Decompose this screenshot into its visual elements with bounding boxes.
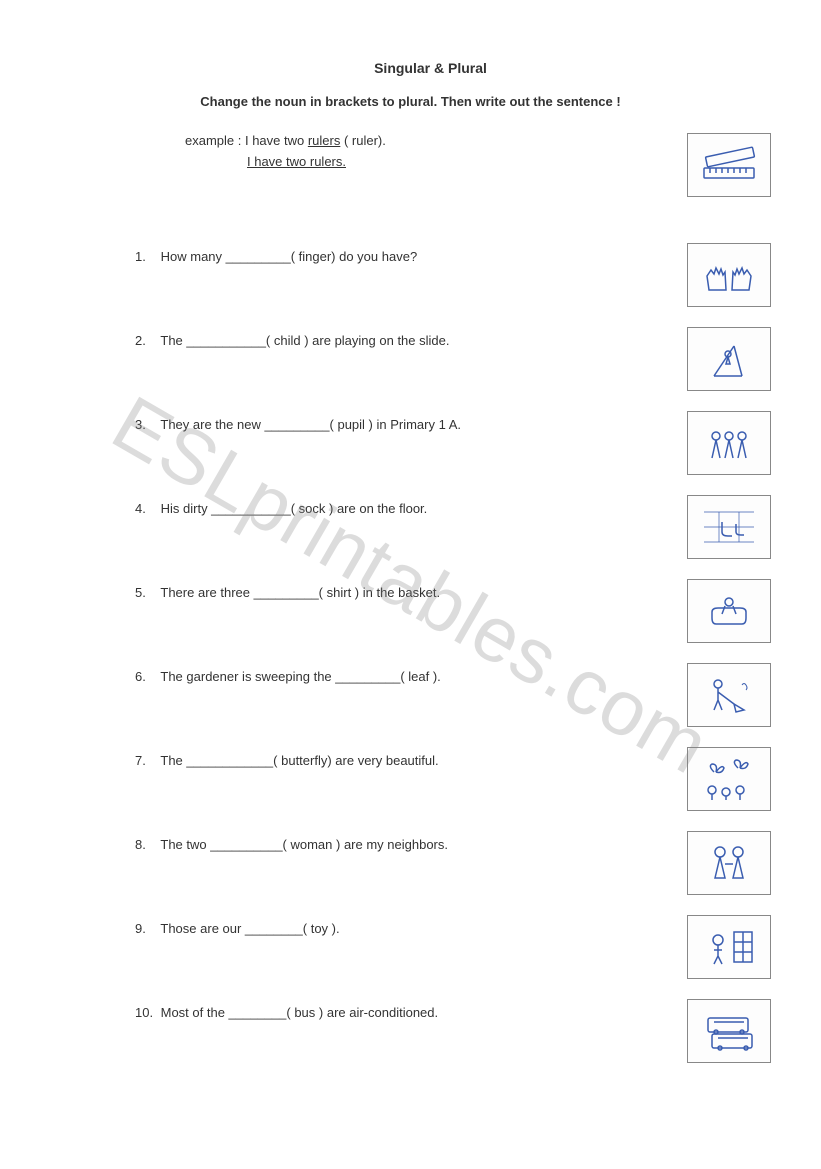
question-text: 7. The ____________( butterfly) are very… bbox=[135, 753, 439, 768]
question-text: 9. Those are our ________( toy ). bbox=[135, 921, 340, 936]
page-title: Singular & Plural bbox=[90, 60, 771, 76]
question-body: There are three _________( shirt ) in th… bbox=[160, 585, 440, 600]
question-row: 4. His dirty ___________( sock ) are on … bbox=[50, 495, 771, 579]
question-number: 9. bbox=[135, 921, 157, 936]
question-body: They are the new _________( pupil ) in P… bbox=[160, 417, 461, 432]
question-row: 9. Those are our ________( toy ). bbox=[50, 915, 771, 999]
question-row: 3. They are the new _________( pupil ) i… bbox=[50, 411, 771, 495]
question-text: 10. Most of the ________( bus ) are air-… bbox=[135, 1005, 438, 1020]
butterflies-icon bbox=[687, 747, 771, 811]
question-text: 2. The ___________( child ) are playing … bbox=[135, 333, 449, 348]
question-row: 7. The ____________( butterfly) are very… bbox=[50, 747, 771, 831]
women-icon bbox=[687, 831, 771, 895]
question-number: 6. bbox=[135, 669, 157, 684]
pupils-icon bbox=[687, 411, 771, 475]
shirts-icon bbox=[687, 579, 771, 643]
question-number: 5. bbox=[135, 585, 157, 600]
question-number: 8. bbox=[135, 837, 157, 852]
hands-icon bbox=[687, 243, 771, 307]
toys-icon bbox=[687, 915, 771, 979]
example-underlined: rulers bbox=[308, 133, 341, 148]
question-row: 5. There are three _________( shirt ) in… bbox=[50, 579, 771, 663]
question-text: 5. There are three _________( shirt ) in… bbox=[135, 585, 440, 600]
question-text: 8. The two __________( woman ) are my ne… bbox=[135, 837, 448, 852]
question-body: His dirty ___________( sock ) are on the… bbox=[161, 501, 428, 516]
question-row: 8. The two __________( woman ) are my ne… bbox=[50, 831, 771, 915]
question-body: The ___________( child ) are playing on … bbox=[160, 333, 449, 348]
question-row: 10. Most of the ________( bus ) are air-… bbox=[50, 999, 771, 1083]
question-text: 4. His dirty ___________( sock ) are on … bbox=[135, 501, 427, 516]
question-number: 10. bbox=[135, 1005, 157, 1020]
instruction-text: Change the noun in brackets to plural. T… bbox=[50, 94, 771, 109]
question-body: Those are our ________( toy ). bbox=[160, 921, 339, 936]
question-body: How many _________( finger) do you have? bbox=[161, 249, 418, 264]
question-text: 3. They are the new _________( pupil ) i… bbox=[135, 417, 461, 432]
question-number: 4. bbox=[135, 501, 157, 516]
question-text: 1. How many _________( finger) do you ha… bbox=[135, 249, 417, 264]
question-row: 1. How many _________( finger) do you ha… bbox=[50, 243, 771, 327]
question-number: 2. bbox=[135, 333, 157, 348]
question-row: 6. The gardener is sweeping the ________… bbox=[50, 663, 771, 747]
rulers-icon bbox=[687, 133, 771, 197]
question-number: 1. bbox=[135, 249, 157, 264]
example-prefix: example : I have two bbox=[185, 133, 308, 148]
question-body: Most of the ________( bus ) are air-cond… bbox=[161, 1005, 439, 1020]
question-body: The ____________( butterfly) are very be… bbox=[160, 753, 438, 768]
question-number: 7. bbox=[135, 753, 157, 768]
example-block: example : I have two rulers ( ruler). I … bbox=[50, 133, 771, 213]
slide-icon bbox=[687, 327, 771, 391]
question-number: 3. bbox=[135, 417, 157, 432]
sweeping-icon bbox=[687, 663, 771, 727]
question-row: 2. The ___________( child ) are playing … bbox=[50, 327, 771, 411]
example-line1: example : I have two rulers ( ruler). bbox=[185, 133, 771, 148]
question-body: The two __________( woman ) are my neigh… bbox=[160, 837, 448, 852]
question-body: The gardener is sweeping the _________( … bbox=[160, 669, 440, 684]
buses-icon bbox=[687, 999, 771, 1063]
question-text: 6. The gardener is sweeping the ________… bbox=[135, 669, 441, 684]
worksheet-page: Singular & Plural Change the noun in bra… bbox=[0, 0, 821, 1123]
example-suffix: ( ruler). bbox=[340, 133, 386, 148]
socks-icon bbox=[687, 495, 771, 559]
